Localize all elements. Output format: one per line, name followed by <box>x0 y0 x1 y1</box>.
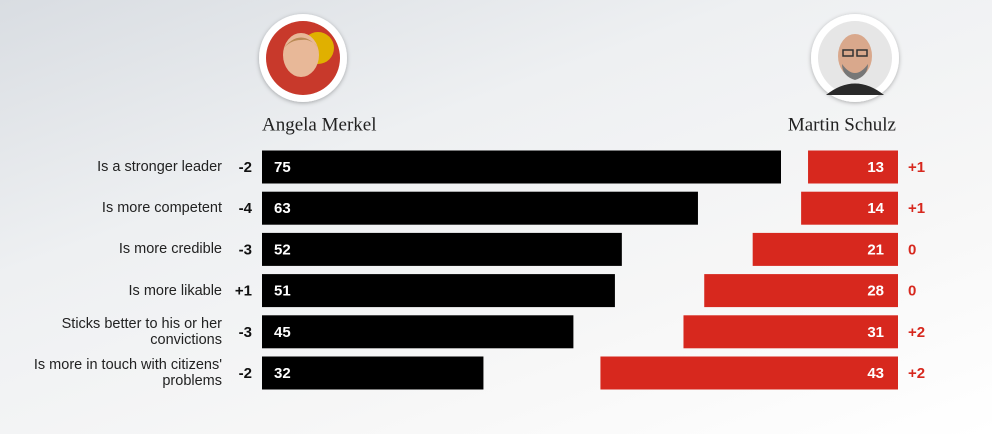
change-label: +2 <box>908 365 925 382</box>
bar <box>808 150 898 184</box>
value-label: 75 <box>274 159 291 176</box>
category-label: Is a stronger leader <box>97 159 222 175</box>
change-label: +2 <box>908 324 925 341</box>
bar <box>600 356 898 390</box>
value-label: 52 <box>274 241 291 258</box>
category-label: Is more credible <box>118 241 222 258</box>
change-label: -4 <box>239 200 253 217</box>
value-label: 13 <box>867 159 884 176</box>
value-label: 32 <box>274 365 291 382</box>
portrait-schulz <box>811 14 899 102</box>
change-label: +1 <box>908 159 925 176</box>
change-label: -3 <box>239 241 252 258</box>
change-label: 0 <box>908 283 916 300</box>
bar <box>704 274 898 308</box>
change-label: +1 <box>908 200 925 217</box>
value-label: 21 <box>867 241 884 258</box>
bar <box>683 315 898 349</box>
change-label: -2 <box>239 159 252 176</box>
series-name: Angela Merkel <box>262 114 376 135</box>
value-label: 63 <box>274 200 291 217</box>
value-label: 31 <box>867 324 884 341</box>
value-label: 43 <box>867 365 884 382</box>
change-label: 0 <box>908 241 916 258</box>
change-label: -3 <box>239 324 252 341</box>
bar <box>262 191 698 225</box>
value-label: 14 <box>867 200 884 217</box>
bar <box>752 232 898 266</box>
category-label: Sticks better to his or her convictions <box>61 315 222 348</box>
category-label: Is more likable <box>128 282 222 299</box>
portrait-merkel <box>259 14 347 102</box>
bar <box>262 315 574 349</box>
bar <box>262 232 622 266</box>
bar <box>262 356 484 390</box>
change-label: +1 <box>235 283 252 300</box>
category-label: Is more in touch with citizens' problems <box>33 357 222 389</box>
category-label: Is more competent <box>101 200 222 217</box>
value-label: 51 <box>274 283 291 300</box>
value-label: 28 <box>867 283 884 300</box>
series-name: Martin Schulz <box>788 114 896 135</box>
bar <box>801 191 898 225</box>
change-label: -2 <box>239 365 252 382</box>
bar <box>262 150 781 184</box>
value-label: 45 <box>274 324 291 341</box>
bar <box>262 274 615 308</box>
